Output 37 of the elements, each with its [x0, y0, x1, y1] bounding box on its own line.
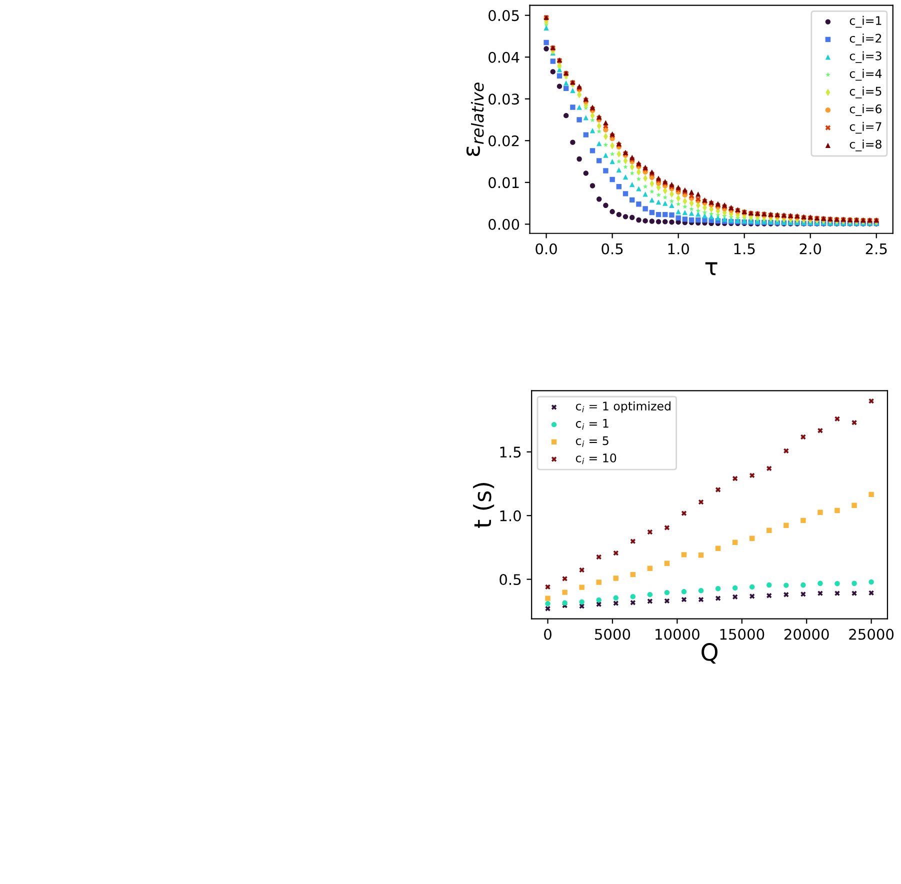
legend-label: c_i=1 — [850, 16, 882, 28]
legend-label: c$_{i}$ = 1 optimized — [576, 401, 670, 413]
x-tick-label: 15000 — [720, 628, 764, 640]
y-tick-label: 0.01 — [488, 177, 519, 188]
x-axis-title: Q — [702, 643, 718, 664]
y-tick-label: 0.00 — [488, 218, 520, 230]
legend-label: c_i=7 — [850, 122, 882, 134]
x-tick-label: 0.0 — [536, 243, 557, 254]
x-tick-label: 5000 — [595, 628, 630, 640]
x-axis-title: τ — [705, 262, 718, 276]
legend-label: c_i=2 — [850, 34, 882, 46]
legend-label: c_i=3 — [850, 51, 882, 63]
x-tick-label: 1.0 — [668, 243, 689, 254]
x-tick-label: 0.5 — [602, 243, 623, 254]
y-tick-label: 0.5 — [500, 574, 521, 586]
legend-label: c_i=8 — [850, 140, 882, 152]
legend-label: c_i=5 — [850, 86, 882, 98]
legend-label: c_i=4 — [850, 68, 882, 81]
y-tick-label: 0.03 — [488, 94, 519, 105]
x-tick-label: 2.0 — [800, 243, 821, 254]
y-tick-label: 0.02 — [488, 135, 519, 146]
x-tick-label: 20000 — [784, 628, 829, 640]
y-tick-label: 0.04 — [488, 52, 520, 63]
x-tick-label: 1.5 — [734, 244, 755, 254]
legend-label: c$_{i}$ = 5 — [576, 436, 608, 447]
y-axis-title: ε$_{relative}$ — [466, 82, 484, 156]
y-tick-label: 0.05 — [488, 10, 519, 22]
y-axis-title: t (s) — [473, 483, 494, 528]
y-tick-label: 1.5 — [500, 446, 521, 458]
legend-label: c$_{i}$ = 1 — [576, 419, 608, 430]
y-tick-label: 1.0 — [500, 510, 521, 522]
x-tick-label: 10000 — [656, 628, 700, 640]
x-tick-label: 0 — [544, 628, 552, 640]
legend-label: c_i=6 — [850, 104, 882, 116]
x-tick-label: 25000 — [849, 628, 894, 640]
x-tick-label: 2.5 — [866, 243, 887, 254]
legend-label: c$_{i}$ = 10 — [576, 453, 616, 464]
